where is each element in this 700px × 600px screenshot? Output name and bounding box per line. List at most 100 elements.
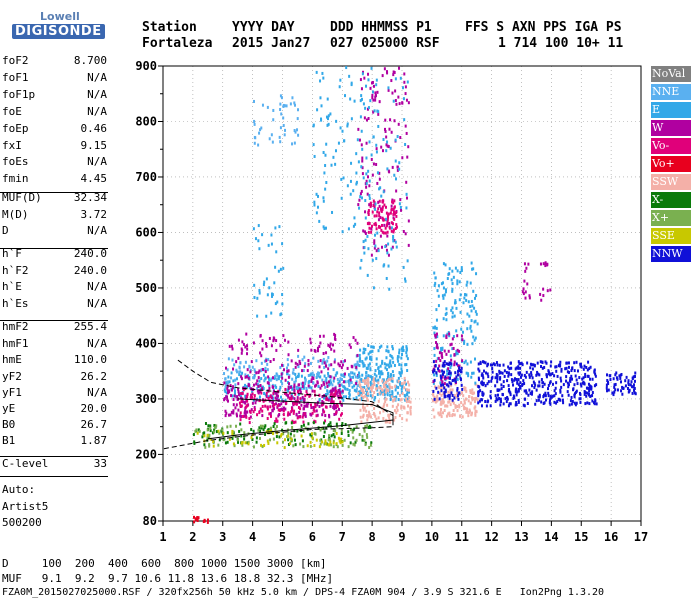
data-point — [267, 375, 270, 379]
data-point — [207, 424, 210, 428]
data-point — [451, 347, 454, 351]
data-point — [456, 377, 459, 381]
data-point — [385, 149, 388, 153]
data-point — [324, 153, 327, 157]
data-point — [437, 294, 440, 298]
data-point — [380, 344, 383, 348]
data-point — [549, 364, 552, 368]
data-point — [368, 362, 371, 366]
data-point — [318, 371, 321, 375]
data-point — [471, 371, 474, 375]
data-point — [561, 394, 564, 398]
data-point — [609, 378, 612, 382]
data-point — [612, 377, 615, 381]
data-point — [394, 159, 397, 163]
data-point — [327, 398, 330, 402]
data-point — [356, 138, 359, 142]
data-point — [352, 397, 355, 401]
data-point — [574, 374, 577, 378]
data-point — [310, 386, 313, 390]
data-point — [389, 353, 392, 357]
data-point — [445, 335, 448, 339]
data-point — [595, 383, 598, 387]
data-point — [464, 386, 467, 390]
data-point — [517, 371, 520, 375]
data-point — [335, 409, 338, 413]
data-point — [460, 266, 463, 270]
data-point — [303, 404, 306, 408]
data-point — [257, 376, 260, 380]
data-point — [461, 359, 464, 363]
data-point — [456, 409, 459, 413]
data-point — [451, 287, 454, 291]
data-point — [260, 391, 263, 395]
data-point — [198, 429, 201, 433]
data-point — [246, 347, 249, 351]
data-point — [342, 176, 345, 180]
data-point — [593, 370, 596, 374]
data-point — [281, 398, 284, 402]
lowell-logo-text: Lowell — [40, 10, 80, 23]
data-point — [492, 362, 495, 366]
param-label-foes: foEs — [2, 155, 29, 168]
data-point — [389, 420, 392, 424]
data-point — [388, 377, 391, 381]
data-point — [614, 373, 617, 377]
data-point — [440, 386, 443, 390]
data-point — [578, 397, 581, 401]
data-point — [613, 383, 616, 387]
data-point — [403, 72, 406, 76]
data-point — [519, 381, 522, 385]
data-point — [290, 394, 293, 398]
data-point — [286, 369, 289, 373]
data-point — [405, 382, 408, 386]
data-point — [316, 372, 319, 376]
data-point — [328, 345, 331, 349]
data-point — [470, 391, 473, 395]
data-point — [324, 226, 327, 230]
data-point — [517, 378, 520, 382]
data-point — [341, 422, 344, 426]
data-point — [495, 361, 498, 365]
data-point — [316, 380, 319, 384]
data-point — [463, 407, 466, 411]
data-point — [263, 392, 266, 396]
data-point — [302, 423, 305, 427]
data-point — [293, 409, 296, 413]
data-point — [612, 393, 615, 397]
data-point — [248, 386, 251, 390]
data-point — [255, 359, 258, 363]
data-point — [579, 382, 582, 386]
data-point — [442, 334, 445, 338]
data-point — [340, 366, 343, 370]
data-point — [253, 394, 256, 398]
data-point — [246, 352, 249, 356]
data-point — [498, 397, 501, 401]
data-point — [481, 374, 484, 378]
data-point — [359, 348, 362, 352]
data-point — [361, 359, 364, 363]
data-point — [229, 424, 232, 428]
data-point — [363, 385, 366, 389]
data-point — [404, 279, 407, 283]
data-point — [206, 435, 209, 439]
data-point — [538, 393, 541, 397]
data-point — [543, 365, 546, 369]
data-point — [379, 411, 382, 415]
data-point — [380, 228, 383, 232]
data-point — [447, 362, 450, 366]
data-point — [227, 389, 230, 393]
data-point — [342, 398, 345, 402]
data-point — [444, 395, 447, 399]
data-point — [528, 294, 531, 298]
data-point — [398, 102, 401, 106]
data-point — [359, 115, 362, 119]
data-point — [329, 375, 332, 379]
data-point — [327, 343, 330, 347]
data-point — [349, 441, 352, 445]
data-point — [459, 270, 462, 274]
data-point — [386, 217, 389, 221]
data-point — [364, 199, 367, 203]
data-point — [390, 229, 393, 233]
